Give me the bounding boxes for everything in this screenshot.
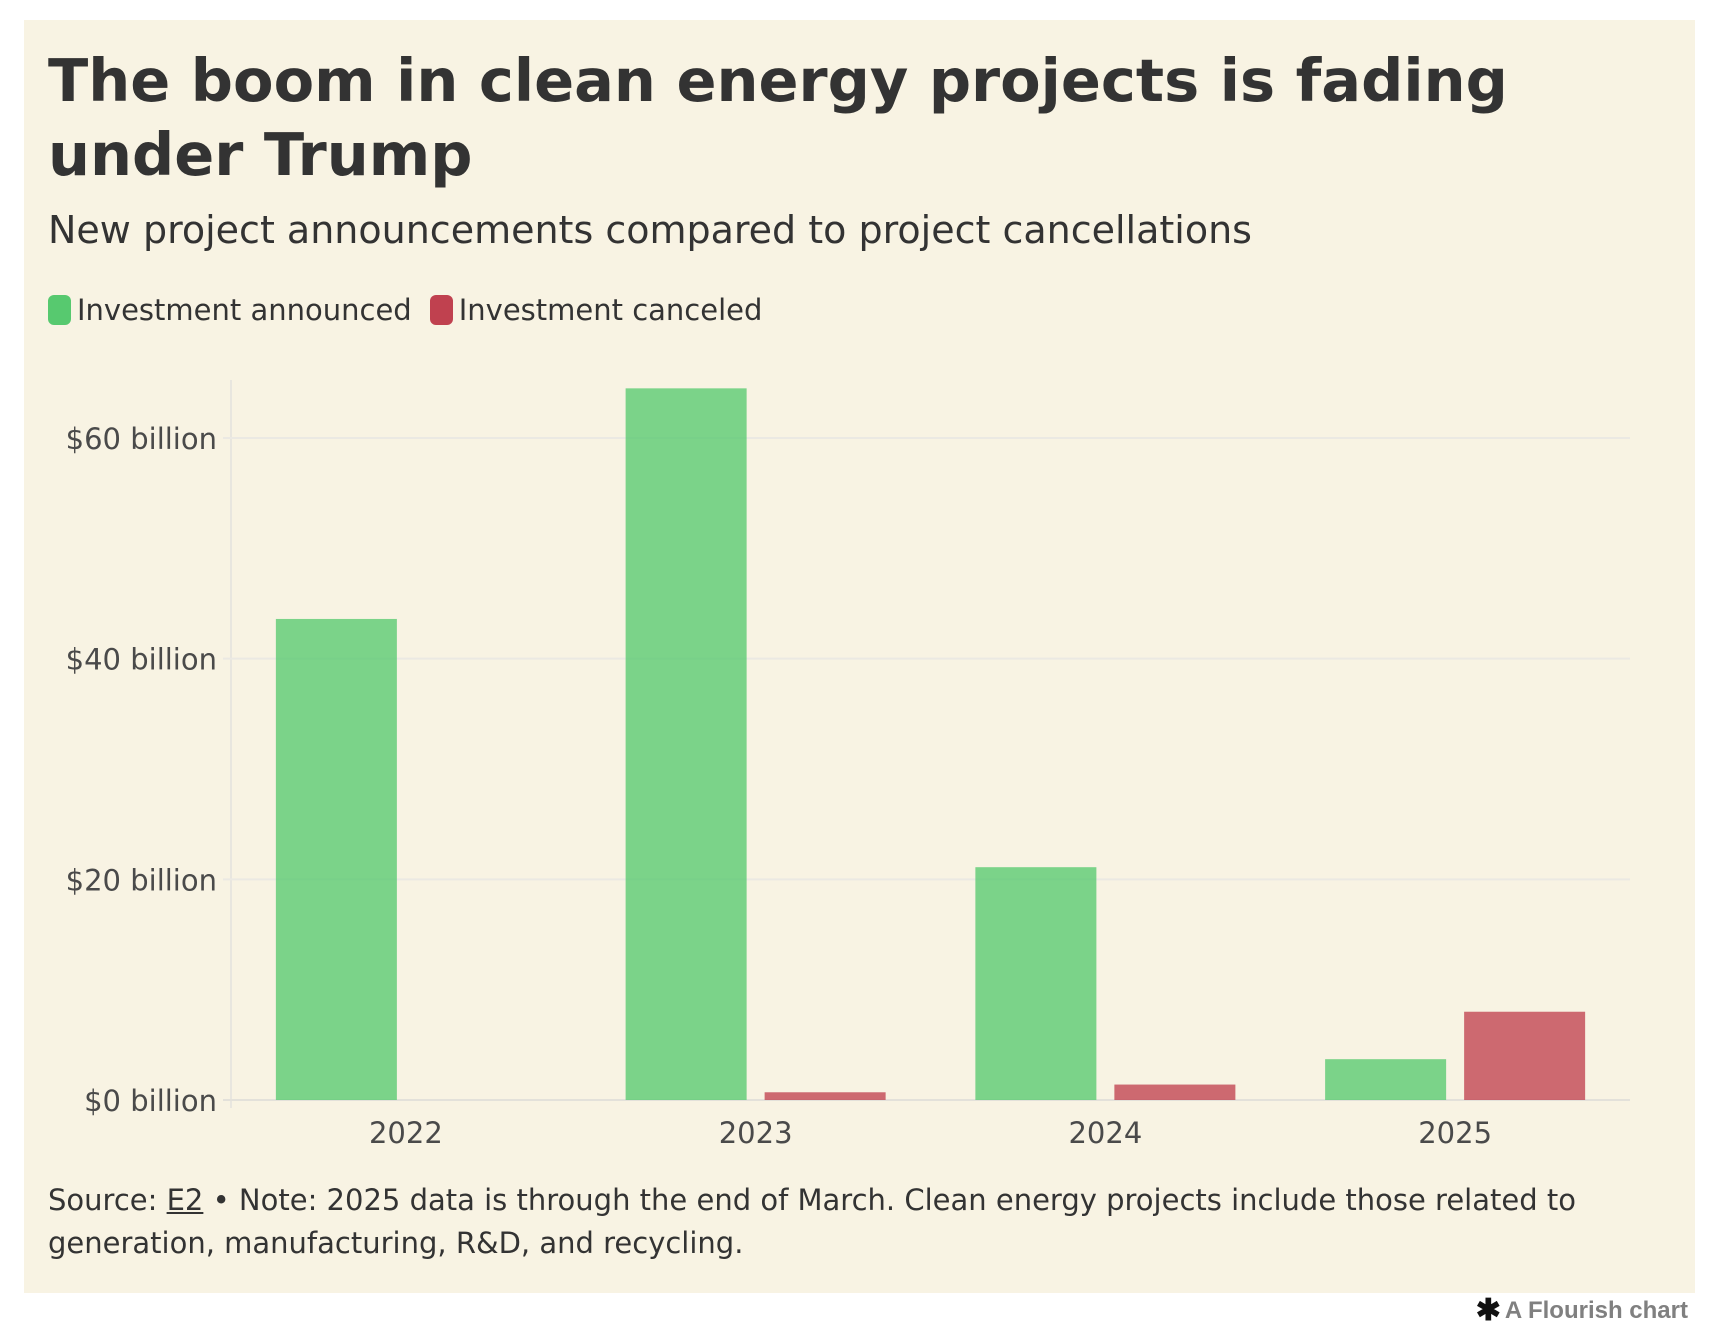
- bar-announced-2023: [625, 388, 747, 1101]
- chart-title: The boom in clean energy projects is fad…: [48, 46, 1508, 189]
- x-tick-label: 2024: [1068, 1116, 1142, 1150]
- x-tick-label: 2023: [719, 1116, 793, 1150]
- y-tick-label: $60 billion: [66, 422, 217, 456]
- y-tick-label: $40 billion: [66, 643, 217, 677]
- x-tick-label: 2022: [369, 1116, 443, 1150]
- legend: Investment announced Investment canceled: [48, 293, 780, 327]
- legend-swatch-canceled: [429, 295, 453, 325]
- legend-item-announced[interactable]: Investment announced: [48, 293, 412, 327]
- legend-label-announced: Investment announced: [77, 293, 412, 327]
- y-tick-label: $0 billion: [84, 1084, 217, 1118]
- asterisk-icon: ✱: [1475, 1294, 1501, 1327]
- legend-swatch-announced: [48, 295, 71, 325]
- legend-label-canceled: Investment canceled: [458, 293, 763, 327]
- bar-canceled-2025: [1464, 1011, 1586, 1100]
- bar-chart: $0 billion $20 billion $40 billion $60 bill…: [66, 380, 1630, 1150]
- source-prefix: Source:: [48, 1183, 167, 1217]
- flourish-credit[interactable]: ✱ A Flourish chart: [1476, 1296, 1688, 1326]
- bar-canceled-2023: [764, 1092, 886, 1100]
- bar-announced-2025: [1325, 1059, 1447, 1100]
- y-tick-label: $20 billion: [66, 863, 217, 897]
- x-tick-label: 2025: [1418, 1116, 1492, 1150]
- credit-text: A Flourish chart: [1504, 1297, 1688, 1324]
- chart-subtitle: New project announcements compared to pr…: [48, 208, 1252, 252]
- note-text: • Note: 2025 data is through the end of …: [48, 1183, 1576, 1260]
- bar-canceled-2024: [1114, 1084, 1236, 1100]
- legend-item-canceled[interactable]: Investment canceled: [429, 293, 763, 327]
- source-link[interactable]: E2: [166, 1183, 204, 1217]
- chart-card: The boom in clean energy projects is fad…: [24, 20, 1695, 1293]
- bar-announced-2022: [275, 618, 397, 1100]
- footnote: Source: E2 • Note: 2025 data is through …: [48, 1179, 1678, 1265]
- bar-announced-2024: [975, 867, 1097, 1100]
